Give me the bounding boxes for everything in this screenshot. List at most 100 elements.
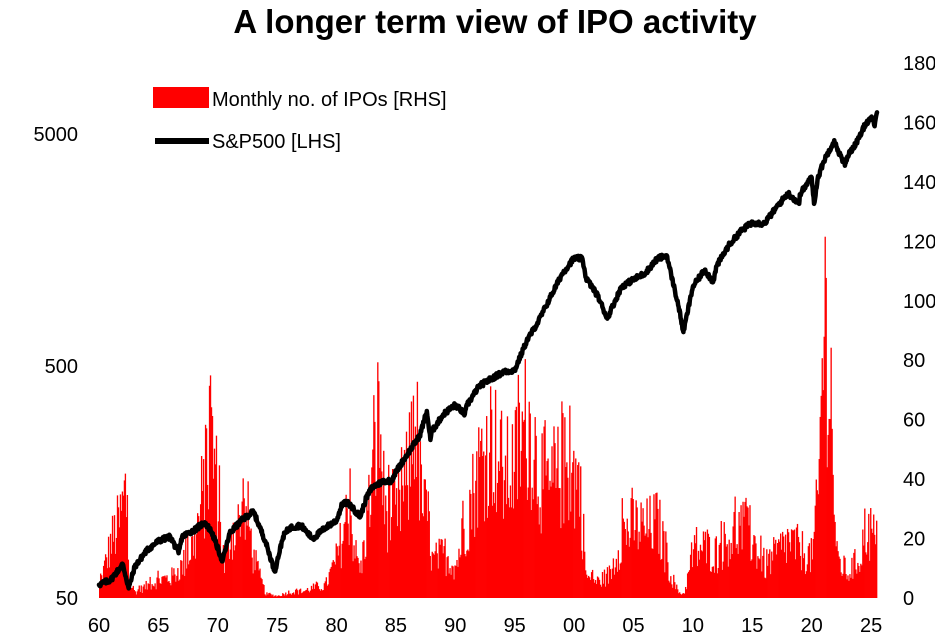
ipo-bar <box>795 527 798 598</box>
ipo-bar <box>276 596 278 598</box>
ipo-bar <box>791 530 794 598</box>
ipo-bar <box>442 553 444 598</box>
ipo-bar <box>526 499 528 598</box>
ipo-bar <box>148 584 150 598</box>
ipo-bar <box>441 539 443 598</box>
ipo-bar <box>612 558 615 598</box>
ipo-bar <box>505 504 508 598</box>
right-axis-ticks: 0 20 40 60 80 100 120 140 160 180 <box>903 53 935 610</box>
ipo-bar <box>603 569 606 598</box>
ipo-bar <box>149 576 151 598</box>
ipo-bar <box>773 537 775 598</box>
ipo-bar <box>794 559 797 598</box>
ipo-bar <box>481 428 483 598</box>
ipo-bar <box>181 560 183 598</box>
ipo-bar <box>166 575 168 598</box>
ipo-bar <box>153 586 155 598</box>
ipo-bar <box>457 566 459 598</box>
right-tick-label: 180 <box>903 53 935 75</box>
ipo-bar <box>186 568 188 598</box>
ipo-bar <box>285 592 287 598</box>
ipo-bar <box>574 528 576 598</box>
left-tick-label: 5000 <box>34 124 79 146</box>
right-tick-label: 160 <box>903 112 935 134</box>
ipo-bar <box>829 419 831 598</box>
ipo-bar <box>731 554 733 598</box>
ipo-bar <box>120 510 123 598</box>
ipo-bar <box>449 568 451 598</box>
ipo-bar <box>182 574 184 598</box>
ipo-bar <box>492 492 495 598</box>
ipo-bar <box>819 416 821 598</box>
ipo-bar <box>321 590 324 598</box>
ipo-bar <box>665 531 667 598</box>
ipo-bar <box>375 495 377 598</box>
ipo-bar <box>220 552 223 598</box>
ipo-bar <box>259 568 261 598</box>
ipo-bar <box>785 562 788 598</box>
ipo-bar <box>144 589 146 598</box>
ipo-bar <box>277 595 279 598</box>
ipo-bar <box>157 570 159 598</box>
ipo-bar <box>299 588 302 598</box>
ipo-bar <box>237 504 239 598</box>
ipo-bar <box>634 530 636 598</box>
ipo-bar <box>563 523 565 598</box>
ipo-bar <box>796 523 799 598</box>
ipo-bar <box>694 543 697 598</box>
ipo-bar <box>311 589 314 598</box>
ipo-bar <box>172 575 174 598</box>
ipo-bar <box>162 576 164 598</box>
ipo-bar <box>291 594 293 598</box>
ipo-bar <box>450 574 452 598</box>
ipo-bar <box>639 541 641 598</box>
ipo-bar <box>370 514 372 598</box>
ipo-bar <box>155 589 157 598</box>
ipo-bar <box>728 539 730 598</box>
ipo-bar <box>325 577 328 598</box>
ipo-bar <box>466 550 468 598</box>
ipo-bar <box>247 481 249 598</box>
ipo-bar <box>353 545 355 598</box>
ipo-bar <box>189 560 191 598</box>
ipo-bar <box>529 413 531 598</box>
ipo-bar <box>868 513 870 598</box>
ipo-bar <box>876 520 878 598</box>
ipo-bar <box>394 504 397 598</box>
ipo-bar <box>797 536 800 598</box>
ipo-bar <box>738 512 740 598</box>
ipo-bar <box>815 479 817 598</box>
ipo-bar <box>536 504 538 598</box>
ipo-bar <box>160 583 162 598</box>
ipo-bar <box>278 595 280 598</box>
ipo-bar <box>136 591 138 598</box>
ipo-bar <box>497 461 500 598</box>
ipo-bar <box>122 495 125 598</box>
ipo-bar <box>422 516 425 598</box>
ipo-bar <box>323 583 326 598</box>
ipo-bar <box>192 536 194 598</box>
ipo-bar <box>693 535 696 598</box>
ipo-bar <box>857 562 859 598</box>
ipo-bar <box>347 523 349 598</box>
ipo-bar <box>747 507 749 598</box>
ipo-bar <box>847 575 849 598</box>
ipo-bar <box>687 571 690 598</box>
ipo-bar <box>586 577 589 598</box>
ipo-bar <box>834 521 836 598</box>
ipo-bar <box>488 452 491 598</box>
ipo-bar <box>240 516 242 598</box>
ipo-bar <box>509 485 512 598</box>
ipo-bar <box>281 595 283 598</box>
ipo-bar <box>475 480 477 598</box>
ipo-bar <box>284 595 286 598</box>
ipo-bar <box>676 584 678 598</box>
ipo-bar <box>315 581 318 598</box>
ipo-bar <box>206 484 209 598</box>
ipo-bars <box>99 236 878 598</box>
ipo-bar <box>684 586 687 598</box>
ipo-bar <box>515 406 518 598</box>
ipo-bar <box>786 528 789 598</box>
ipo-bar <box>585 570 587 598</box>
ipo-bar <box>583 513 585 598</box>
